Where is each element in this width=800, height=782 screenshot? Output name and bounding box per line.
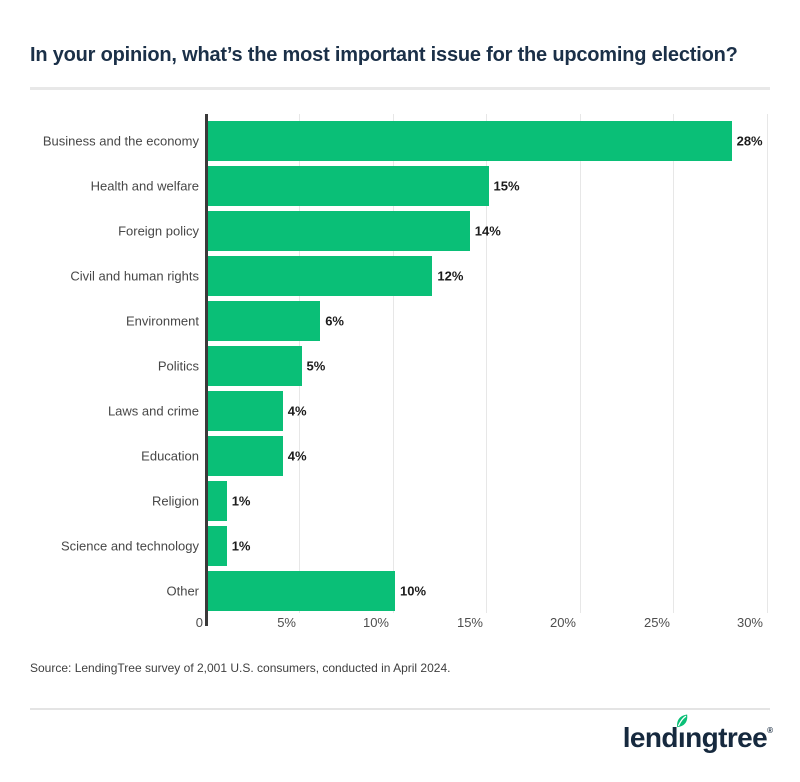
category-label: Other xyxy=(166,583,199,598)
category-label: Laws and crime xyxy=(107,403,199,418)
bar-row: Business and the economy 28% xyxy=(0,118,800,163)
logo-text-part2: ngtree xyxy=(685,722,768,753)
category-label: Politics xyxy=(157,358,199,373)
logo-text-part1: lend xyxy=(622,722,679,753)
category-label: Religion xyxy=(152,493,199,508)
bar-row: Civil and human rights 12% xyxy=(0,253,800,298)
y-axis-line xyxy=(205,114,208,626)
value-label: 1% xyxy=(231,493,251,508)
x-tick-label: 5% xyxy=(277,615,296,630)
footer-divider xyxy=(30,708,770,710)
gridline-25pct xyxy=(673,114,674,613)
x-tick-label: 15% xyxy=(456,615,483,630)
bar-row: Religion 1% xyxy=(0,478,800,523)
bar xyxy=(208,525,227,566)
bar-row: Foreign policy 14% xyxy=(0,208,800,253)
category-label: Science and technology xyxy=(60,538,199,553)
value-label: 10% xyxy=(400,583,427,598)
bar-chart: Business and the economy 28% Health and … xyxy=(0,114,800,630)
x-tick-label: 20% xyxy=(549,615,576,630)
bar xyxy=(208,120,732,161)
bar xyxy=(208,570,395,611)
category-label: Education xyxy=(141,448,199,463)
bar xyxy=(208,345,302,386)
value-label: 4% xyxy=(287,448,307,463)
bar-row: Education 4% xyxy=(0,433,800,478)
category-label: Foreign policy xyxy=(118,223,199,238)
value-label: 12% xyxy=(437,268,464,283)
source-note: Source: LendingTree survey of 2,001 U.S.… xyxy=(30,661,451,675)
value-label: 5% xyxy=(306,358,326,373)
category-label: Business and the economy xyxy=(42,133,199,148)
leaf-icon xyxy=(673,712,691,730)
category-label: Civil and human rights xyxy=(70,268,199,283)
value-label: 28% xyxy=(736,133,763,148)
bar xyxy=(208,435,283,476)
bar xyxy=(208,300,321,341)
value-label: 1% xyxy=(231,538,251,553)
bar xyxy=(208,165,489,206)
category-label: Environment xyxy=(126,313,199,328)
plot-area: Business and the economy 28% Health and … xyxy=(0,118,800,613)
x-tick-label: 30% xyxy=(736,615,763,630)
x-tick-label: 10% xyxy=(362,615,389,630)
bar-row: Science and technology 1% xyxy=(0,523,800,568)
logo-dotless-i: ı xyxy=(677,722,686,753)
value-label: 4% xyxy=(287,403,307,418)
bar-row: Politics 5% xyxy=(0,343,800,388)
lendingtree-logo: lend ıngtree® xyxy=(622,714,773,754)
gridline-20pct xyxy=(580,114,581,613)
bar-row: Other 10% xyxy=(0,568,800,613)
value-label: 6% xyxy=(325,313,344,328)
title-divider xyxy=(30,87,770,90)
gridline-10pct xyxy=(393,114,394,613)
category-label: Health and welfare xyxy=(90,178,199,193)
bar xyxy=(208,210,470,251)
bar xyxy=(208,255,433,296)
registered-trademark: ® xyxy=(767,726,773,735)
bar-row: Environment 6% xyxy=(0,298,800,343)
bar-row: Laws and crime 4% xyxy=(0,388,800,433)
chart-title: In your opinion, what’s the most importa… xyxy=(30,44,738,66)
value-label: 15% xyxy=(493,178,520,193)
bar-row: Health and welfare 15% xyxy=(0,163,800,208)
bar xyxy=(208,390,283,431)
gridline-30pct xyxy=(767,114,768,613)
x-tick-label: 0 xyxy=(195,615,203,630)
logo-letter-i: ı xyxy=(676,714,688,754)
gridline-15pct xyxy=(486,114,487,613)
value-label: 14% xyxy=(474,223,501,238)
x-tick-label: 25% xyxy=(643,615,670,630)
bar xyxy=(208,480,227,521)
